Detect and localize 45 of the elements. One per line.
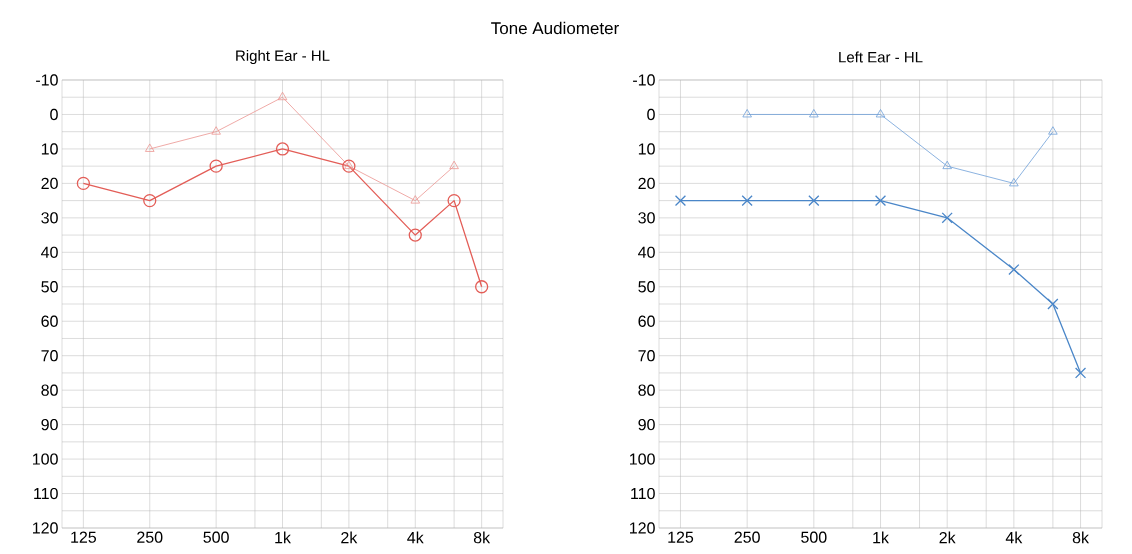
y-tick-label: 70 [638, 350, 655, 362]
y-tick-label: 80 [41, 384, 58, 396]
y-tick-label: 50 [638, 281, 655, 293]
y-tick-label: -10 [633, 74, 655, 86]
x-tick-label: 1k [275, 531, 291, 544]
x-tick-label: 2k [341, 531, 358, 544]
y-tick-label: 60 [41, 315, 58, 327]
y-tick-label: 20 [638, 177, 655, 190]
y-tick-label: 50 [41, 281, 58, 293]
x-tick-label: 2k [939, 531, 956, 544]
chart-subtitle: Right Ear - HL [236, 50, 330, 64]
x-tick-label: 500 [203, 531, 229, 543]
x-tick-label: 500 [801, 531, 827, 543]
y-tick-label: 40 [638, 246, 655, 258]
y-tick-label: 40 [41, 246, 58, 258]
x-tick-label: 250 [734, 531, 760, 543]
x-tick-label: 8k [473, 531, 491, 544]
chart-subtitle: Left Ear - HL [839, 51, 923, 63]
y-tick-label: 10 [41, 143, 58, 155]
y-tick-label: -10 [36, 74, 58, 86]
y-tick-label: 120 [33, 522, 58, 534]
y-tick-label: 100 [33, 453, 58, 465]
y-tick-label: 30 [41, 212, 58, 224]
x-tick-label: 250 [137, 531, 163, 543]
y-tick-label: 90 [41, 418, 58, 431]
x-tick-label: 4k [1005, 531, 1023, 544]
x-tick-label: 125 [71, 531, 97, 543]
y-tick-label: 90 [638, 418, 655, 431]
y-tick-label: 0 [50, 108, 58, 121]
text: Tone Audiometer [491, 21, 619, 35]
y-tick-label: 60 [638, 315, 655, 327]
y-tick-label: 0 [647, 108, 655, 121]
x-tick-label: 4k [407, 531, 424, 544]
x-tick-label: 8k [1072, 531, 1090, 544]
y-tick-label: 100 [630, 453, 655, 465]
y-tick-label: 30 [638, 212, 655, 224]
y-tick-label: 70 [41, 350, 58, 362]
y-tick-label: 80 [638, 384, 655, 396]
y-tick-label: 110 [631, 487, 655, 500]
x-tick-label: 125 [668, 531, 694, 543]
y-tick-label: 10 [638, 143, 655, 155]
y-tick-label: 120 [630, 522, 655, 534]
y-tick-label: 110 [34, 487, 58, 500]
x-tick-label: 1k [873, 531, 889, 544]
y-tick-label: 20 [41, 177, 58, 190]
